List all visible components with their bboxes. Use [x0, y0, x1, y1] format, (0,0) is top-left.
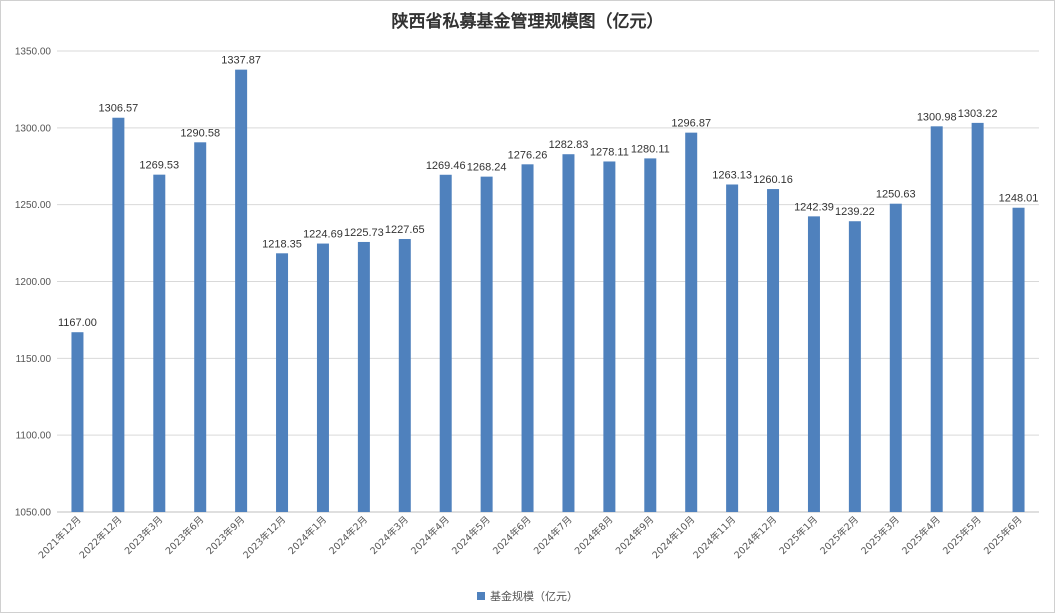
x-tick-label: 2025年6月: [981, 514, 1024, 557]
bar: [235, 69, 248, 512]
y-tick-label: 1200.00: [15, 277, 52, 288]
x-tick-label: 2022年12月: [77, 514, 125, 562]
data-label: 1269.46: [426, 160, 466, 172]
data-label: 1225.73: [344, 227, 384, 239]
x-tick-label: 2024年3月: [368, 514, 411, 557]
x-tick-label: 2024年2月: [327, 514, 370, 557]
y-tick-label: 1150.00: [16, 354, 52, 365]
bar: [644, 158, 657, 512]
data-label: 1303.22: [958, 108, 998, 120]
bar: [276, 253, 289, 512]
bar: [767, 189, 780, 512]
data-label: 1227.65: [385, 224, 425, 236]
bar: [153, 174, 166, 512]
bar: [930, 126, 943, 513]
x-tick-label: 2024年6月: [490, 514, 533, 557]
y-tick-label: 1300.00: [15, 123, 52, 134]
data-label: 1296.87: [671, 118, 711, 130]
data-label: 1250.63: [876, 189, 916, 201]
x-tick-label: 2025年5月: [940, 514, 983, 557]
x-tick-label: 2025年2月: [818, 514, 861, 557]
y-tick-label: 1100.00: [16, 431, 52, 442]
bar: [807, 216, 820, 512]
x-tick-label: 2023年12月: [241, 514, 289, 562]
data-label: 1268.24: [467, 162, 507, 174]
bar: [562, 154, 575, 512]
x-tick-label: 2024年11月: [691, 514, 739, 562]
x-tick-label: 2024年10月: [650, 514, 698, 562]
x-tick-label: 2023年6月: [163, 514, 206, 557]
data-label: 1306.57: [98, 103, 138, 115]
legend-label: 基金规模（亿元）: [490, 590, 578, 603]
x-tick-label: 2021年12月: [36, 514, 84, 562]
bar: [398, 239, 411, 512]
x-tick-label: 2025年1月: [777, 514, 820, 557]
x-tick-label: 2023年3月: [122, 514, 165, 557]
x-tick-label: 2023年9月: [204, 514, 247, 557]
data-label: 1300.98: [917, 111, 957, 123]
x-tick-label: 2024年1月: [286, 514, 329, 557]
legend-swatch: [477, 592, 485, 600]
bar: [194, 142, 207, 513]
x-tick-label: 2025年4月: [900, 514, 943, 557]
y-tick-label: 1350.00: [15, 47, 52, 58]
bar: [112, 117, 125, 513]
bar: [971, 122, 984, 513]
x-tick-label: 2024年5月: [449, 514, 492, 557]
bar: [685, 132, 698, 512]
data-label: 1260.16: [753, 174, 793, 186]
data-label: 1269.53: [139, 160, 179, 172]
x-tick-label: 2024年12月: [732, 514, 780, 562]
data-label: 1167.00: [58, 317, 97, 329]
x-tick-label: 2024年4月: [409, 514, 452, 557]
bar: [848, 221, 861, 512]
bar: [1012, 207, 1025, 512]
y-tick-label: 1050.00: [15, 508, 52, 519]
bar: [71, 332, 84, 512]
data-label: 1263.13: [712, 169, 752, 181]
bar: [480, 176, 493, 512]
x-tick-label: 2024年9月: [613, 514, 656, 557]
bar: [439, 174, 452, 513]
x-tick-label: 2024年8月: [572, 514, 615, 557]
x-tick-label: 2025年3月: [859, 514, 902, 557]
data-label: 1278.11: [590, 146, 629, 158]
legend: 基金规模（亿元）: [1, 588, 1054, 604]
data-label: 1218.35: [262, 238, 302, 250]
data-label: 1276.26: [508, 149, 548, 161]
y-tick-label: 1250.00: [15, 200, 52, 211]
data-label: 1337.87: [221, 55, 261, 67]
data-label: 1224.69: [303, 229, 343, 241]
data-label: 1282.83: [549, 139, 589, 151]
bar: [889, 203, 902, 513]
bar: [521, 164, 534, 513]
data-label: 1280.11: [631, 143, 670, 155]
bar: [603, 161, 616, 513]
bar: [316, 243, 329, 512]
bar: [726, 184, 739, 512]
data-label: 1248.01: [999, 193, 1039, 205]
chart-title: 陕西省私募基金管理规模图（亿元）: [391, 12, 664, 32]
data-label: 1239.22: [835, 206, 875, 218]
bar: [357, 241, 370, 513]
x-tick-label: 2024年7月: [531, 514, 574, 557]
data-label: 1242.39: [794, 201, 834, 213]
data-label: 1290.58: [180, 127, 220, 139]
